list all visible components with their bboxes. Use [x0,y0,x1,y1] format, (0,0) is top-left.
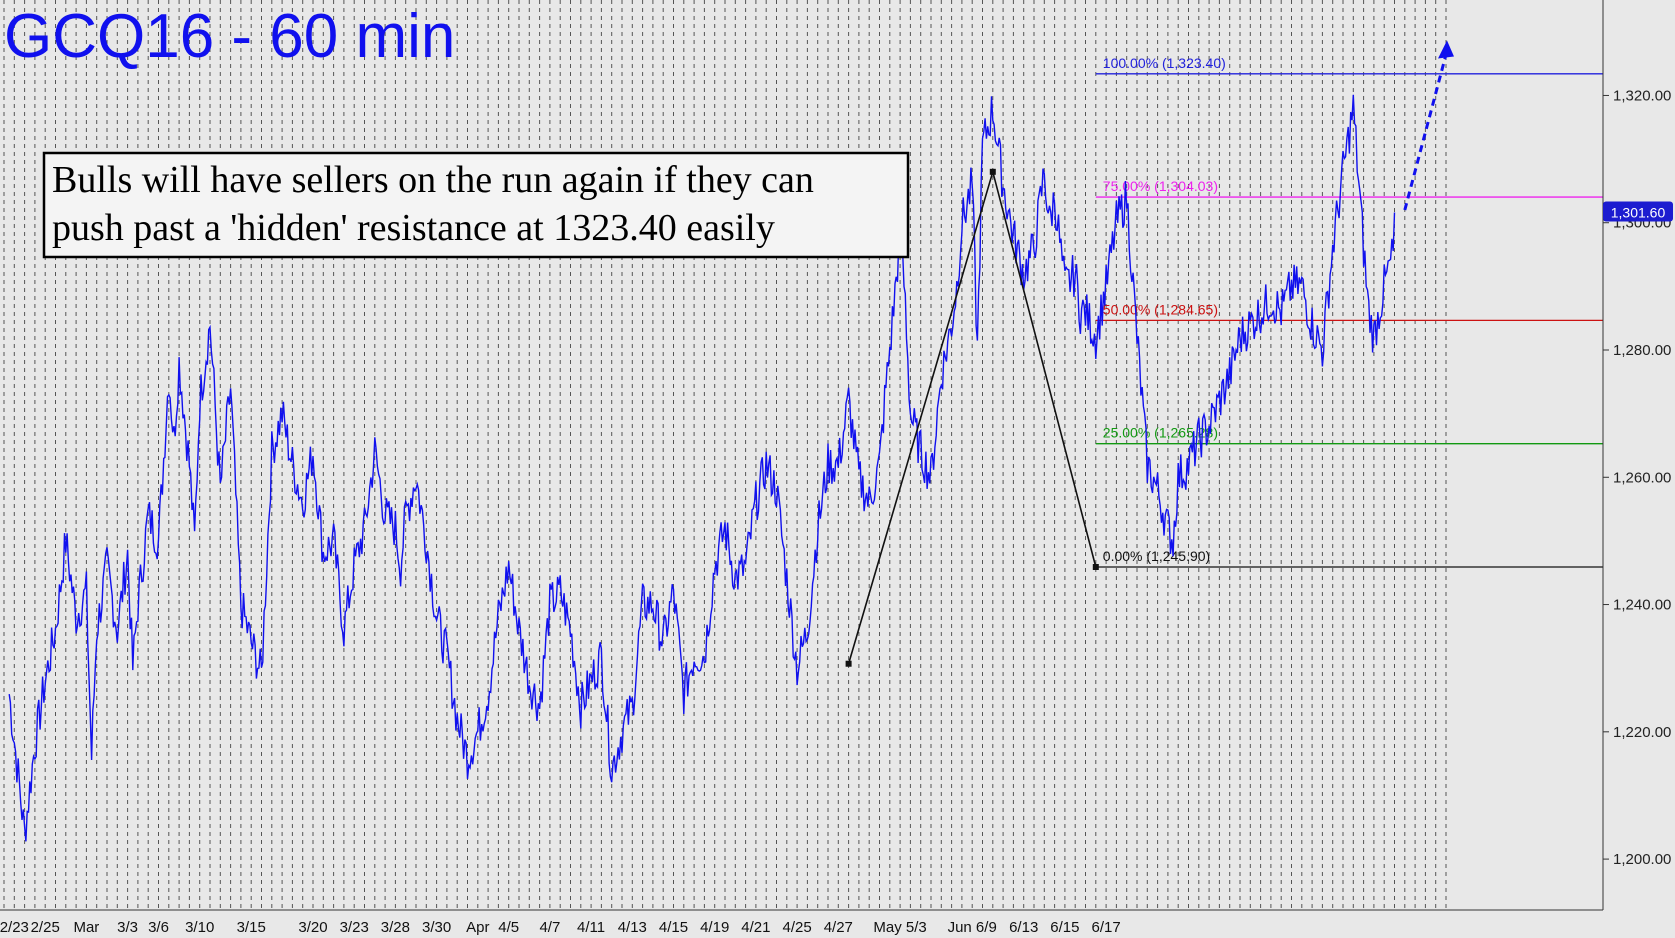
x-tick-label: 3/20 [298,919,327,936]
chart-title: GCQ16 - 60 min [4,2,455,71]
x-tick-label: 4/27 [824,919,853,936]
fib-level-label: 25.00% (1,265.28) [1103,425,1218,441]
x-tick-label: 2/23 [0,919,29,936]
callout-line-2: push past a 'hidden' resistance at 1323.… [52,207,775,249]
abc-pattern [845,168,1099,667]
x-tick-label: 4/11 [577,919,605,936]
price-series [8,94,1396,842]
y-tick-label: 1,320.00 [1613,87,1671,104]
x-tick-label: Apr [466,919,489,936]
y-tick-label: 1,260.00 [1613,469,1671,486]
x-tick-label: 4/15 [659,919,688,936]
x-tick-label: 3/15 [237,919,266,936]
forecast-arrow-shaft [1403,54,1448,211]
x-tick-label: 4/13 [618,919,647,936]
callout-line-1: Bulls will have sellers on the run again… [52,159,814,201]
plot-background [0,0,1603,910]
x-tick-label: 6/15 [1050,919,1079,936]
x-tick-label: 3/23 [340,919,369,936]
x-tick-label: 6/13 [1009,919,1038,936]
y-tick-label: 1,280.00 [1613,342,1671,359]
fib-level-label: 75.00% (1,304.03) [1103,178,1218,194]
abc-point-marker [845,660,852,667]
x-tick-label: 4/5 [498,919,519,936]
x-tick-label: May 5/3 [873,919,926,936]
price-line [8,94,1396,842]
y-tick-label: 1,240.00 [1613,597,1671,614]
fib-level-label: 0.00% (1,245.90) [1103,548,1210,564]
x-tick-label: 3/30 [422,919,451,936]
x-tick-label: 4/21 [741,919,770,936]
x-tick-label: 6/17 [1091,919,1120,936]
y-axis: 1,200.00 1,220.00 1,240.00 1,260.00 1,280.00… [1603,87,1671,868]
x-tick-label: 3/28 [381,919,410,936]
y-tick-label: 1,200.00 [1613,851,1671,868]
x-tick-label: 3/3 [117,919,138,936]
x-axis: 2/23 2/25 Mar 3/3 3/6 3/10 3/15 3/20 3/23 3/28 3/3… [0,919,1121,936]
last-price-label: 1,301.60 [1611,205,1666,221]
x-tick-label: 4/25 [782,919,811,936]
abc-point-marker [1092,564,1099,570]
x-tick-label: 2/25 [31,919,60,936]
y-tick-label: 1,220.00 [1613,724,1671,741]
last-price-marker: 1,301.60 [1603,201,1673,222]
abc-point-marker [989,168,996,175]
callout-box [42,151,910,259]
x-tick-label: 4/7 [539,919,560,936]
x-tick-label: Jun 6/9 [948,919,997,936]
forecast-arrow [1403,40,1454,211]
fib-level-label: 100.00% (1,323.40) [1103,55,1226,71]
forecast-arrow-head [1438,40,1454,59]
last-price-badge [1603,201,1673,222]
x-tick-label: 4/19 [700,919,729,936]
fib-level-label: 50.00% (1,284.65) [1103,301,1218,317]
x-tick-label: 3/10 [185,919,214,936]
fibonacci-levels: 100.00% (1,323.40) 75.00% (1,304.03) 50.00… [1095,55,1603,568]
x-tick-label: Mar [73,919,99,936]
x-tick-label: 3/6 [148,919,169,936]
